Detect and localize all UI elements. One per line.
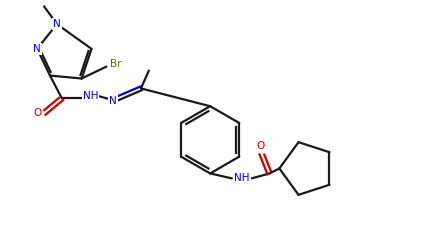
Text: O: O bbox=[256, 141, 265, 151]
Text: N: N bbox=[53, 19, 61, 29]
Text: Br: Br bbox=[111, 59, 122, 69]
Text: O: O bbox=[33, 108, 41, 118]
Text: N: N bbox=[33, 44, 41, 54]
Text: NH: NH bbox=[234, 173, 250, 183]
Text: NH: NH bbox=[83, 91, 98, 101]
Text: N: N bbox=[109, 96, 117, 106]
